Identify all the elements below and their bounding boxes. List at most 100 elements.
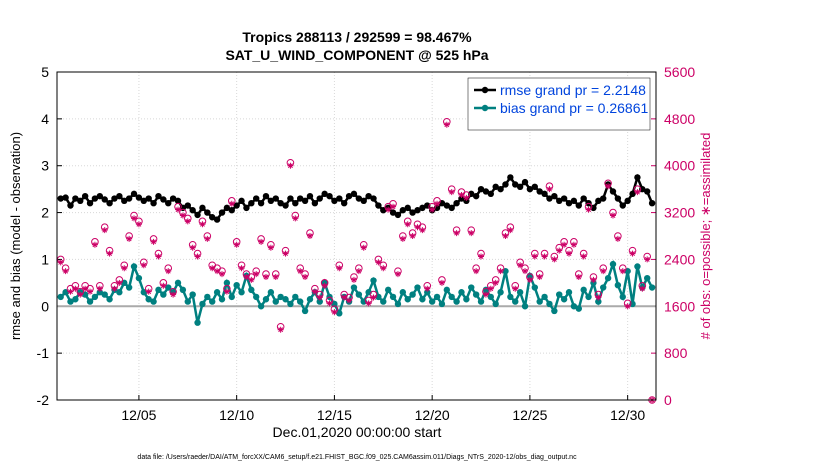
point bbox=[243, 204, 250, 212]
obs-assimilated bbox=[243, 274, 250, 280]
obs-assimilated bbox=[522, 268, 529, 275]
point bbox=[629, 190, 636, 198]
point bbox=[233, 202, 240, 209]
point bbox=[575, 202, 582, 209]
point bbox=[91, 195, 99, 202]
obs-assimilated bbox=[67, 288, 74, 295]
obs-assimilated bbox=[424, 285, 431, 292]
point bbox=[257, 303, 265, 310]
obs-assimilated bbox=[336, 265, 343, 272]
point bbox=[580, 286, 587, 294]
point bbox=[277, 200, 284, 207]
obs-assimilated bbox=[619, 268, 626, 275]
point bbox=[72, 296, 79, 303]
point bbox=[204, 209, 211, 216]
point bbox=[472, 291, 480, 298]
point bbox=[360, 197, 367, 205]
obs-assimilated bbox=[575, 274, 582, 280]
point bbox=[155, 286, 162, 294]
point bbox=[604, 274, 612, 282]
obs-assimilated bbox=[419, 227, 426, 234]
y-tick-label: -2 bbox=[37, 392, 50, 408]
y-tick-label: 0 bbox=[41, 298, 49, 314]
point bbox=[287, 195, 294, 202]
point bbox=[62, 289, 69, 296]
point bbox=[306, 192, 314, 200]
point bbox=[600, 284, 607, 291]
obs-assimilated bbox=[350, 276, 357, 283]
obs-assimilated bbox=[404, 221, 411, 228]
obs-assimilated bbox=[126, 235, 133, 242]
obs-assimilated bbox=[165, 268, 172, 275]
point bbox=[165, 284, 172, 291]
legend-box bbox=[467, 77, 651, 131]
point bbox=[487, 293, 495, 301]
point bbox=[492, 300, 499, 308]
obs-assimilated bbox=[218, 271, 225, 278]
point bbox=[155, 192, 162, 200]
point bbox=[384, 286, 392, 294]
point bbox=[184, 202, 191, 209]
obs-assimilated bbox=[106, 250, 113, 257]
obs-assimilated bbox=[228, 200, 235, 207]
obs-assimilated bbox=[487, 285, 494, 292]
point bbox=[575, 305, 582, 312]
obs-assimilated bbox=[258, 238, 265, 245]
x-tick-label: 12/15 bbox=[317, 407, 352, 423]
obs-assimilated bbox=[82, 285, 89, 292]
obs-assimilated bbox=[57, 259, 64, 266]
point bbox=[257, 200, 265, 207]
point bbox=[531, 284, 538, 291]
obs-assimilated bbox=[331, 309, 338, 316]
point bbox=[116, 289, 123, 296]
obs-assimilated bbox=[282, 250, 289, 257]
point bbox=[336, 195, 343, 202]
point bbox=[648, 284, 656, 291]
obs-assimilated bbox=[370, 294, 377, 301]
point bbox=[448, 293, 455, 301]
point bbox=[595, 197, 602, 205]
point bbox=[624, 197, 631, 205]
obs-assimilated bbox=[160, 282, 167, 289]
point bbox=[541, 190, 548, 198]
point bbox=[419, 296, 426, 303]
point bbox=[165, 200, 172, 207]
point bbox=[301, 307, 309, 315]
point bbox=[409, 209, 416, 216]
obs-assimilated bbox=[590, 276, 597, 283]
legend-marker bbox=[481, 104, 489, 112]
obs-assimilated bbox=[62, 268, 69, 275]
point bbox=[502, 181, 509, 188]
point bbox=[350, 284, 358, 291]
point bbox=[414, 284, 421, 291]
footnote: data file: /Users/raeder/DAI/ATM_forcXX/… bbox=[137, 454, 577, 461]
y2-tick-label: 4000 bbox=[664, 158, 695, 174]
obs-assimilated bbox=[316, 294, 323, 301]
x-tick-label: 12/20 bbox=[415, 407, 450, 423]
point bbox=[150, 200, 157, 207]
y2-axis-label: # of obs: o=possible; ∗=assimilated bbox=[698, 133, 713, 340]
point bbox=[218, 209, 226, 216]
point bbox=[497, 185, 504, 193]
point bbox=[140, 197, 148, 205]
point bbox=[316, 195, 323, 202]
point bbox=[531, 183, 538, 190]
point bbox=[453, 298, 460, 305]
point bbox=[560, 296, 568, 303]
point bbox=[57, 195, 64, 202]
obs-assimilated bbox=[365, 300, 372, 307]
point bbox=[272, 195, 279, 202]
point bbox=[600, 195, 607, 202]
point bbox=[644, 274, 651, 282]
point bbox=[541, 293, 548, 301]
point bbox=[209, 298, 216, 305]
obs-assimilated bbox=[194, 253, 201, 260]
obs-assimilated bbox=[502, 233, 509, 239]
obs-assimilated bbox=[77, 291, 84, 298]
obs-assimilated bbox=[468, 230, 475, 237]
obs-assimilated bbox=[199, 221, 206, 228]
obs-assimilated bbox=[414, 224, 421, 231]
y2-tick-label: 800 bbox=[664, 345, 688, 361]
point bbox=[419, 204, 426, 212]
obs-assimilated bbox=[453, 230, 460, 237]
